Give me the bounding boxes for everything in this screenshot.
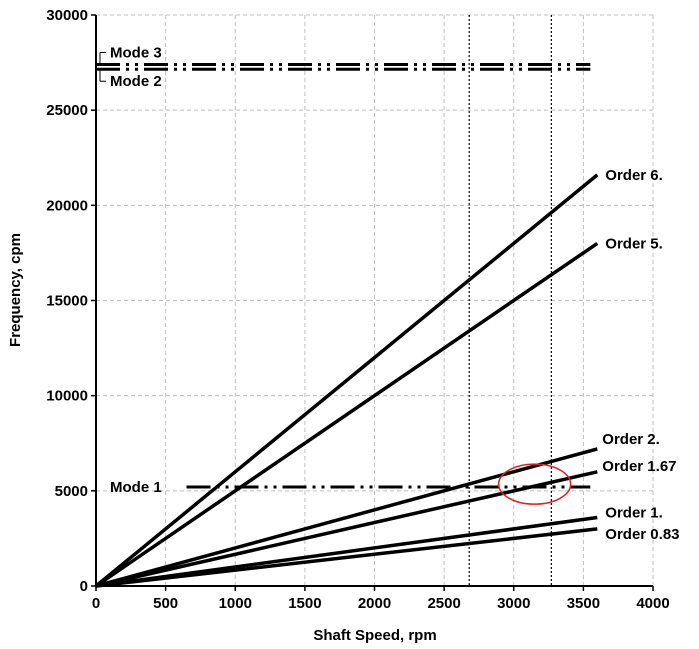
y-tick-label: 5000: [55, 483, 88, 500]
x-tick-label: 2500: [427, 595, 460, 612]
mode-label: Mode 3: [110, 44, 162, 61]
x-tick-label: 2000: [358, 595, 391, 612]
series-label: Order 0.83: [605, 526, 679, 543]
series-line: [95, 470, 598, 588]
x-tick-label: 3500: [567, 595, 600, 612]
mode-lines: [96, 62, 591, 489]
series-line: [95, 515, 598, 588]
series-line: [94, 173, 599, 588]
y-tick-label: 20000: [46, 197, 88, 214]
series-lines: [94, 173, 599, 588]
annotations: [497, 463, 572, 505]
y-tick-label: 10000: [46, 388, 88, 405]
x-tick-label: 500: [153, 595, 178, 612]
series-line: [95, 241, 599, 588]
series-label: Order 1.: [605, 504, 663, 521]
x-tick-label: 3000: [497, 595, 530, 612]
x-tick-label: 1500: [288, 595, 321, 612]
y-axis-title: Frequency, cpm: [7, 233, 24, 347]
highlight-ellipse: [497, 463, 572, 505]
tick-labels: 0 500 1000 1500 2000 2500 3000 3500 4000 0 5000 100…: [46, 7, 669, 612]
axes: [91, 14, 654, 591]
series-label: Order 5.: [605, 235, 663, 252]
series-label: Order 1.67: [602, 458, 676, 475]
x-tick-label: 1000: [219, 595, 252, 612]
x-axis-title: Shaft Speed, rpm: [313, 627, 436, 644]
y-tick-label: 0: [80, 578, 88, 595]
y-tick-label: 25000: [46, 102, 88, 119]
grid: [96, 14, 654, 586]
y-tick-label: 30000: [46, 7, 88, 24]
series-line: [95, 447, 598, 588]
series-label: Order 2.: [602, 431, 660, 448]
mode-label: Mode 2: [110, 73, 162, 90]
x-tick-label: 0: [92, 595, 100, 612]
series-line: [95, 527, 598, 588]
series-labels: Mode 3 Mode 2 Mode 1 Order 6. Order 5. Order …: [99, 44, 680, 543]
series-label: Order 6.: [605, 167, 663, 184]
x-tick-label: 4000: [636, 595, 669, 612]
reference-lines: [468, 15, 552, 586]
y-tick-label: 15000: [46, 293, 88, 310]
mode-label: Mode 1: [110, 479, 162, 496]
